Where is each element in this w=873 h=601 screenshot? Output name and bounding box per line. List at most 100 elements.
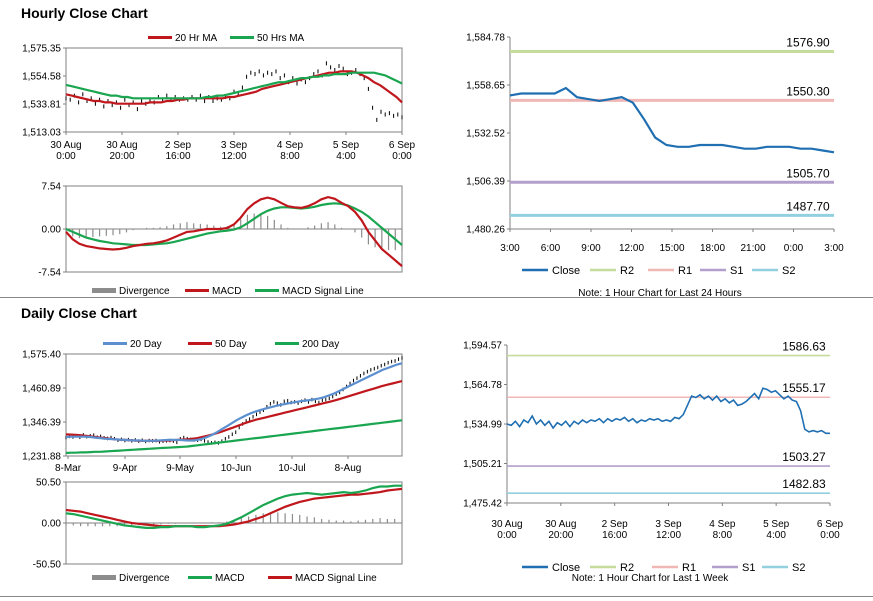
- level-label-r1: 1555.17: [782, 381, 826, 395]
- legend-label: R1: [682, 562, 696, 574]
- legend-label: Divergence: [119, 573, 170, 584]
- daily-price-y-tick-label: 1,460.89: [22, 384, 61, 395]
- hourly-levels-chart: 1,584.78 1,558.65 1,532.52 1,506.39 1,480.26…: [466, 33, 844, 278]
- levels-y-tick-label: 1,564.78: [463, 380, 502, 391]
- hourly-section-title: Hourly Close Chart: [21, 5, 148, 21]
- hourly-price-x-tick-label: 2 Sep 16:00: [165, 140, 192, 162]
- levels-y-tick-label: 1,558.65: [466, 81, 505, 92]
- close-line: [506, 387, 830, 435]
- hourly-price-x-tick-label: 4 Sep 8:00: [277, 140, 304, 162]
- levels-x-tick-label: 4 Sep 8:00: [709, 519, 736, 541]
- legend-label: S1: [730, 265, 743, 277]
- legend-label: Divergence: [119, 286, 170, 297]
- hourly-levels-note: Note: 1 Hour Chart for Last 24 Hours: [578, 288, 742, 299]
- weekly-levels-note: Note: 1 Hour Chart for Last 1 Week: [571, 573, 729, 584]
- daily-price-chart: 1,575.40 1,460.89 1,346.39 1,231.888-Mar 9-A…: [22, 339, 403, 473]
- levels-x-tick-label: 0:00: [784, 243, 804, 254]
- ma-50-line: [65, 380, 403, 442]
- daily-price-x-tick-label: 10-Jul: [278, 463, 305, 473]
- legend-label: Close: [552, 265, 580, 277]
- levels-x-tick-label: 30 Aug 20:00: [545, 519, 576, 541]
- hourly-price-x-tick-label: 30 Aug 20:00: [106, 140, 137, 162]
- legend-label: 50 Day: [215, 339, 247, 350]
- levels-y-tick-label: 1,480.26: [466, 225, 505, 236]
- daily-macd-y-tick-label: 0.00: [42, 519, 62, 530]
- legend-label: S2: [792, 562, 805, 574]
- level-label-r1: 1550.30: [786, 84, 830, 98]
- hourly-macd-y-tick-label: -7.54: [38, 268, 61, 279]
- levels-x-tick-label: 30 Aug 0:00: [491, 519, 522, 541]
- levels-x-tick-label: 21:00: [740, 243, 765, 254]
- levels-x-tick-label: 6:00: [541, 243, 561, 254]
- legend-label: R2: [620, 562, 634, 574]
- legend-label: R1: [678, 265, 692, 277]
- hourly-price-x-tick-label: 3 Sep 12:00: [221, 140, 248, 162]
- ma-20-line: [65, 362, 403, 442]
- levels-y-tick-label: 1,475.42: [463, 499, 502, 510]
- hourly-macd-chart: 7.54 0.00 -7.54 Divergence MACD MACD Signal L…: [38, 182, 403, 297]
- ma-200-line: [65, 419, 403, 455]
- macd-line: [65, 195, 403, 267]
- daily-price-y-tick-label: 1,231.88: [22, 452, 61, 463]
- hourly-macd-y-tick-label: 7.54: [42, 182, 62, 193]
- hourly-price-x-tick-label: 6 Sep 0:00: [389, 140, 416, 162]
- level-label-r2: 1586.63: [782, 340, 826, 354]
- legend-label: R2: [620, 265, 634, 277]
- daily-section-title: Daily Close Chart: [21, 305, 137, 321]
- macd-line: [65, 484, 402, 529]
- levels-x-tick-label: 2 Sep 16:00: [602, 519, 629, 541]
- legend-label: S2: [782, 265, 795, 277]
- daily-price-y-tick-label: 1,575.40: [22, 350, 61, 361]
- legend-label: MACD Signal Line: [282, 286, 364, 297]
- legend-swatch: [92, 575, 116, 580]
- macd-signal-line: [65, 487, 403, 528]
- daily-price-y-tick-label: 1,346.39: [22, 418, 61, 429]
- level-label-r2: 1576.90: [786, 35, 830, 49]
- levels-x-tick-label: 15:00: [659, 243, 684, 254]
- level-label-s1: 1505.70: [786, 166, 830, 180]
- legend-label: 20 Hr MA: [175, 33, 218, 44]
- legend-label: 200 Day: [302, 339, 339, 350]
- hourly-price-y-tick-label: 1,554.58: [22, 72, 61, 83]
- legend-label: S1: [742, 562, 755, 574]
- levels-y-tick-label: 1,505.21: [463, 459, 502, 470]
- level-label-s2: 1487.70: [786, 199, 830, 213]
- daily-macd-chart: 50.50 0.00 -50.50 Divergence MACD MACD Signal…: [33, 478, 403, 584]
- hourly-price-x-tick-label: 5 Sep 4:00: [333, 140, 360, 162]
- levels-x-tick-label: 9:00: [581, 243, 601, 254]
- levels-y-tick-label: 1,584.78: [466, 33, 505, 44]
- levels-x-tick-label: 18:00: [700, 243, 725, 254]
- legend-label: 20 Day: [130, 339, 162, 350]
- legend-label: Close: [552, 562, 580, 574]
- hourly-macd-y-tick-label: 0.00: [42, 225, 62, 236]
- daily-price-x-tick-label: 10-Jun: [221, 463, 252, 473]
- section-divider: [0, 297, 873, 298]
- legend-label: MACD Signal Line: [295, 573, 377, 584]
- levels-x-tick-label: 3:00: [500, 243, 520, 254]
- daily-price-x-tick-label: 8-Mar: [55, 463, 82, 473]
- legend-label: MACD: [212, 286, 241, 297]
- daily-price-x-tick-label: 9-May: [166, 463, 194, 473]
- levels-y-tick-label: 1,506.39: [466, 177, 505, 188]
- hourly-price-x-tick-label: 30 Aug 0:00: [50, 140, 81, 162]
- levels-x-tick-label: 3:00: [824, 243, 844, 254]
- hourly-price-y-tick-label: 1,575.35: [22, 44, 61, 55]
- daily-price-x-tick-label: 8-Aug: [335, 463, 362, 473]
- daily-macd-y-tick-label: -50.50: [33, 560, 62, 571]
- ma-line-0: [65, 70, 403, 105]
- levels-x-tick-label: 12:00: [619, 243, 644, 254]
- level-label-s1: 1503.27: [782, 450, 826, 464]
- plot-frame: [65, 353, 403, 457]
- legend-label: 50 Hrs MA: [257, 33, 305, 44]
- levels-x-tick-label: 3 Sep 12:00: [655, 519, 682, 541]
- bottom-divider: [0, 596, 873, 597]
- close-line: [509, 86, 835, 154]
- legend-label: MACD: [215, 573, 244, 584]
- levels-y-tick-label: 1,594.57: [463, 341, 502, 352]
- level-label-s2: 1482.83: [782, 477, 826, 491]
- levels-x-tick-label: 5 Sep 4:00: [763, 519, 790, 541]
- levels-y-tick-label: 1,534.99: [463, 420, 502, 431]
- weekly-levels-chart: 1,594.57 1,564.78 1,534.99 1,505.21 1,475.42…: [463, 340, 843, 574]
- daily-price-x-tick-label: 9-Apr: [113, 463, 138, 473]
